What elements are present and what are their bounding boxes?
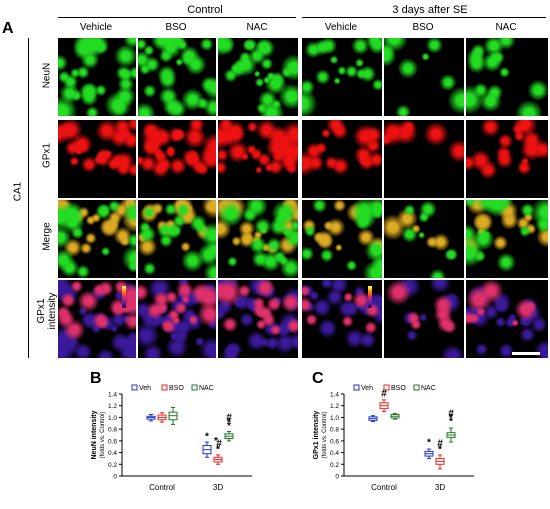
column-header-bso-se: BSO (412, 22, 434, 33)
significance-mark: # (448, 408, 454, 419)
column-header-bso-control: BSO (165, 22, 187, 33)
y-tick-label: 0.4 (108, 450, 117, 457)
legend-label: Veh (139, 385, 151, 392)
micrograph-gpx1-bso-control (138, 120, 216, 198)
significance-mark: * (214, 436, 218, 447)
y-axis-label: NeuN intensity (91, 410, 98, 459)
y-tick-label: 0 (335, 474, 339, 481)
y-tick-label: 1.2 (108, 403, 117, 410)
micrograph-merge-nac-se (466, 200, 548, 278)
significance-mark: * (216, 445, 220, 456)
column-header-vehicle-control: Vehicle (79, 22, 113, 33)
legend-swatch (383, 384, 390, 391)
panel-b-letter: B (90, 370, 102, 387)
micrograph-merge-bso-control (138, 200, 216, 278)
row-label-merge: Merge (41, 222, 53, 251)
micrograph-gpx1-nac-control (218, 120, 298, 198)
significance-mark: # (216, 439, 222, 450)
micrograph-merge-vehicle-se (302, 200, 382, 278)
micrograph-intensity-vehicle-control (58, 280, 136, 358)
y-tick-label: 1.4 (108, 392, 117, 399)
legend-label: BSO (391, 385, 406, 392)
legend-swatch (131, 384, 138, 391)
y-tick-label: 0.2 (330, 462, 339, 469)
significance-mark: * (227, 421, 231, 432)
y-tick-label: 0.8 (108, 427, 117, 434)
group-header-se-line (302, 17, 546, 18)
y-axis-label: GPx1 intensity (313, 411, 320, 460)
micrograph-intensity-nac-se (466, 280, 548, 358)
significance-mark: # (381, 388, 387, 399)
y-axis-label-sub: (folds vs. Control) (322, 411, 328, 458)
micrograph-gpx1-vehicle-control (58, 120, 136, 198)
column-header-nac-control: NAC (246, 22, 268, 33)
y-tick-label: 1.0 (330, 415, 339, 422)
significance-mark: # (437, 439, 443, 450)
group-header-se: 3 days after SE (392, 4, 468, 16)
legend-label: Veh (361, 385, 373, 392)
legend-label: NAC (421, 385, 436, 392)
micrograph-merge-vehicle-control (58, 200, 136, 278)
micrograph-intensity-bso-control (138, 280, 216, 358)
micrograph-neun-nac-se (466, 38, 548, 116)
micrograph-intensity-nac-control (218, 280, 298, 358)
legend-label: BSO (169, 385, 184, 392)
y-axis-label-sub: (folds vs. Control) (100, 411, 106, 458)
y-tick-label: 0 (113, 474, 117, 481)
micrograph-neun-bso-se (384, 38, 464, 116)
micrograph-intensity-vehicle-se (302, 280, 382, 358)
micrograph-neun-nac-control (218, 38, 298, 116)
ca1-bracket (28, 38, 29, 358)
column-header-nac-se: NAC (495, 22, 517, 33)
legend-swatch (161, 384, 168, 391)
micrograph-neun-vehicle-se (302, 38, 382, 116)
chart-c: 0 0.2 0.4 0.6 0.8 1.0 1.2 1.4 GPx1 intensity (fol… (313, 384, 474, 492)
group-header-control: Control (187, 4, 223, 16)
significance-mark: * (449, 413, 453, 424)
y-tick-label: 0.6 (330, 438, 339, 445)
y-tick-label: 0.8 (330, 427, 339, 434)
legend-swatch (413, 384, 420, 391)
micrograph-neun-bso-control (138, 38, 216, 116)
x-tick-label: Control (371, 483, 397, 492)
micrograph-gpx1-vehicle-se (302, 120, 382, 198)
significance-mark: * (427, 438, 431, 449)
y-tick-label: 1.2 (330, 403, 339, 410)
column-header-vehicle-se: Vehicle (324, 22, 358, 33)
x-tick-label: 3D (435, 483, 445, 492)
panel-c-letter: C (312, 370, 324, 387)
y-tick-label: 1.0 (108, 415, 117, 422)
legend-swatch (353, 384, 360, 391)
row-label-gpx1-intensity-text: GPx1 intensity (36, 292, 58, 330)
y-tick-label: 0.4 (330, 450, 339, 457)
micrograph-merge-nac-control (218, 200, 298, 278)
micrograph-merge-bso-se (384, 200, 464, 278)
significance-mark: * (449, 416, 453, 427)
legend-label: NAC (199, 385, 214, 392)
intensity-colorscale (122, 286, 126, 308)
legend-swatch (191, 384, 198, 391)
y-tick-label: 1.4 (330, 392, 339, 399)
significance-mark: * (438, 445, 442, 456)
micrograph-gpx1-bso-se (384, 120, 464, 198)
panel-a-letter: A (2, 20, 14, 37)
ca1-label: CA1 (12, 181, 24, 202)
row-label-gpx1-intensity: GPx1 intensity (36, 281, 58, 341)
micrograph-neun-vehicle-control (58, 38, 136, 116)
significance-mark: * (205, 432, 209, 443)
x-tick-label: 3D (213, 483, 223, 492)
row-label-neun: NeuN (41, 62, 53, 89)
group-header-control-line (58, 17, 296, 18)
significance-mark: # (226, 412, 232, 423)
significance-mark: * (227, 418, 231, 429)
chart-b: 0 0.2 0.4 0.6 0.8 1.0 1.2 1.4 NeuN intensity (fol… (91, 384, 252, 492)
scale-bar (512, 352, 540, 355)
intensity-colorscale (368, 286, 372, 308)
micrograph-gpx1-nac-se (466, 120, 548, 198)
y-tick-label: 0.6 (108, 438, 117, 445)
x-tick-label: Control (149, 483, 175, 492)
micrograph-intensity-bso-se (384, 280, 464, 358)
row-label-gpx1: GPx1 (41, 143, 53, 169)
y-tick-label: 0.2 (108, 462, 117, 469)
